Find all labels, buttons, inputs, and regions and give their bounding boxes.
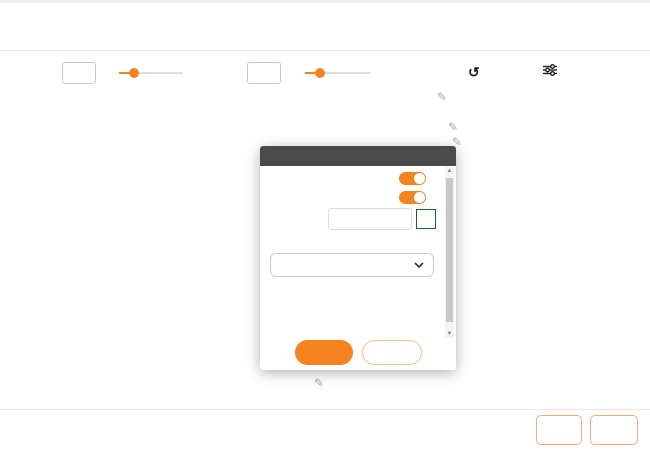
apply-button[interactable] xyxy=(294,340,353,365)
shape-type-dropdown[interactable] xyxy=(270,253,434,277)
height-slider[interactable] xyxy=(305,68,371,78)
height-slider-knob[interactable] xyxy=(315,68,325,78)
popup-scrollbar[interactable]: ▲ ▼ xyxy=(445,167,454,338)
legend-properties-popup: ▲ ▼ xyxy=(260,146,456,370)
close-button[interactable] xyxy=(590,415,638,445)
popup-scroll-area xyxy=(260,166,456,339)
scroll-down-icon[interactable]: ▼ xyxy=(446,331,453,337)
chevron-down-icon xyxy=(414,262,424,268)
header-divider xyxy=(0,50,650,51)
width-input[interactable] xyxy=(62,62,96,84)
footer-divider xyxy=(0,409,650,410)
width-slider-knob[interactable] xyxy=(129,68,139,78)
chart-settings-button[interactable] xyxy=(543,64,562,76)
show-toggle[interactable] xyxy=(399,190,426,204)
reset-icon: ↺ xyxy=(468,64,480,80)
scroll-up-icon[interactable]: ▲ xyxy=(446,168,453,174)
color-row xyxy=(260,206,456,232)
save-button[interactable] xyxy=(536,415,582,445)
sync-axis-toggle[interactable] xyxy=(399,171,426,185)
sliders-icon xyxy=(543,64,557,76)
scrollbar-thumb[interactable] xyxy=(446,178,453,322)
show-row xyxy=(260,188,456,206)
edit-chart-title-icon[interactable]: ✎ xyxy=(437,90,448,104)
popup-title[interactable] xyxy=(260,146,456,166)
cancel-button[interactable] xyxy=(361,340,422,365)
reset-all-button[interactable]: ↺ xyxy=(468,64,485,81)
color-input[interactable] xyxy=(328,208,412,230)
width-slider[interactable] xyxy=(119,68,183,78)
color-swatch[interactable] xyxy=(416,209,436,229)
edit-chart-footer-icon[interactable]: ✎ xyxy=(314,376,325,390)
height-input[interactable] xyxy=(247,62,281,84)
sync-axis-row xyxy=(260,168,456,188)
